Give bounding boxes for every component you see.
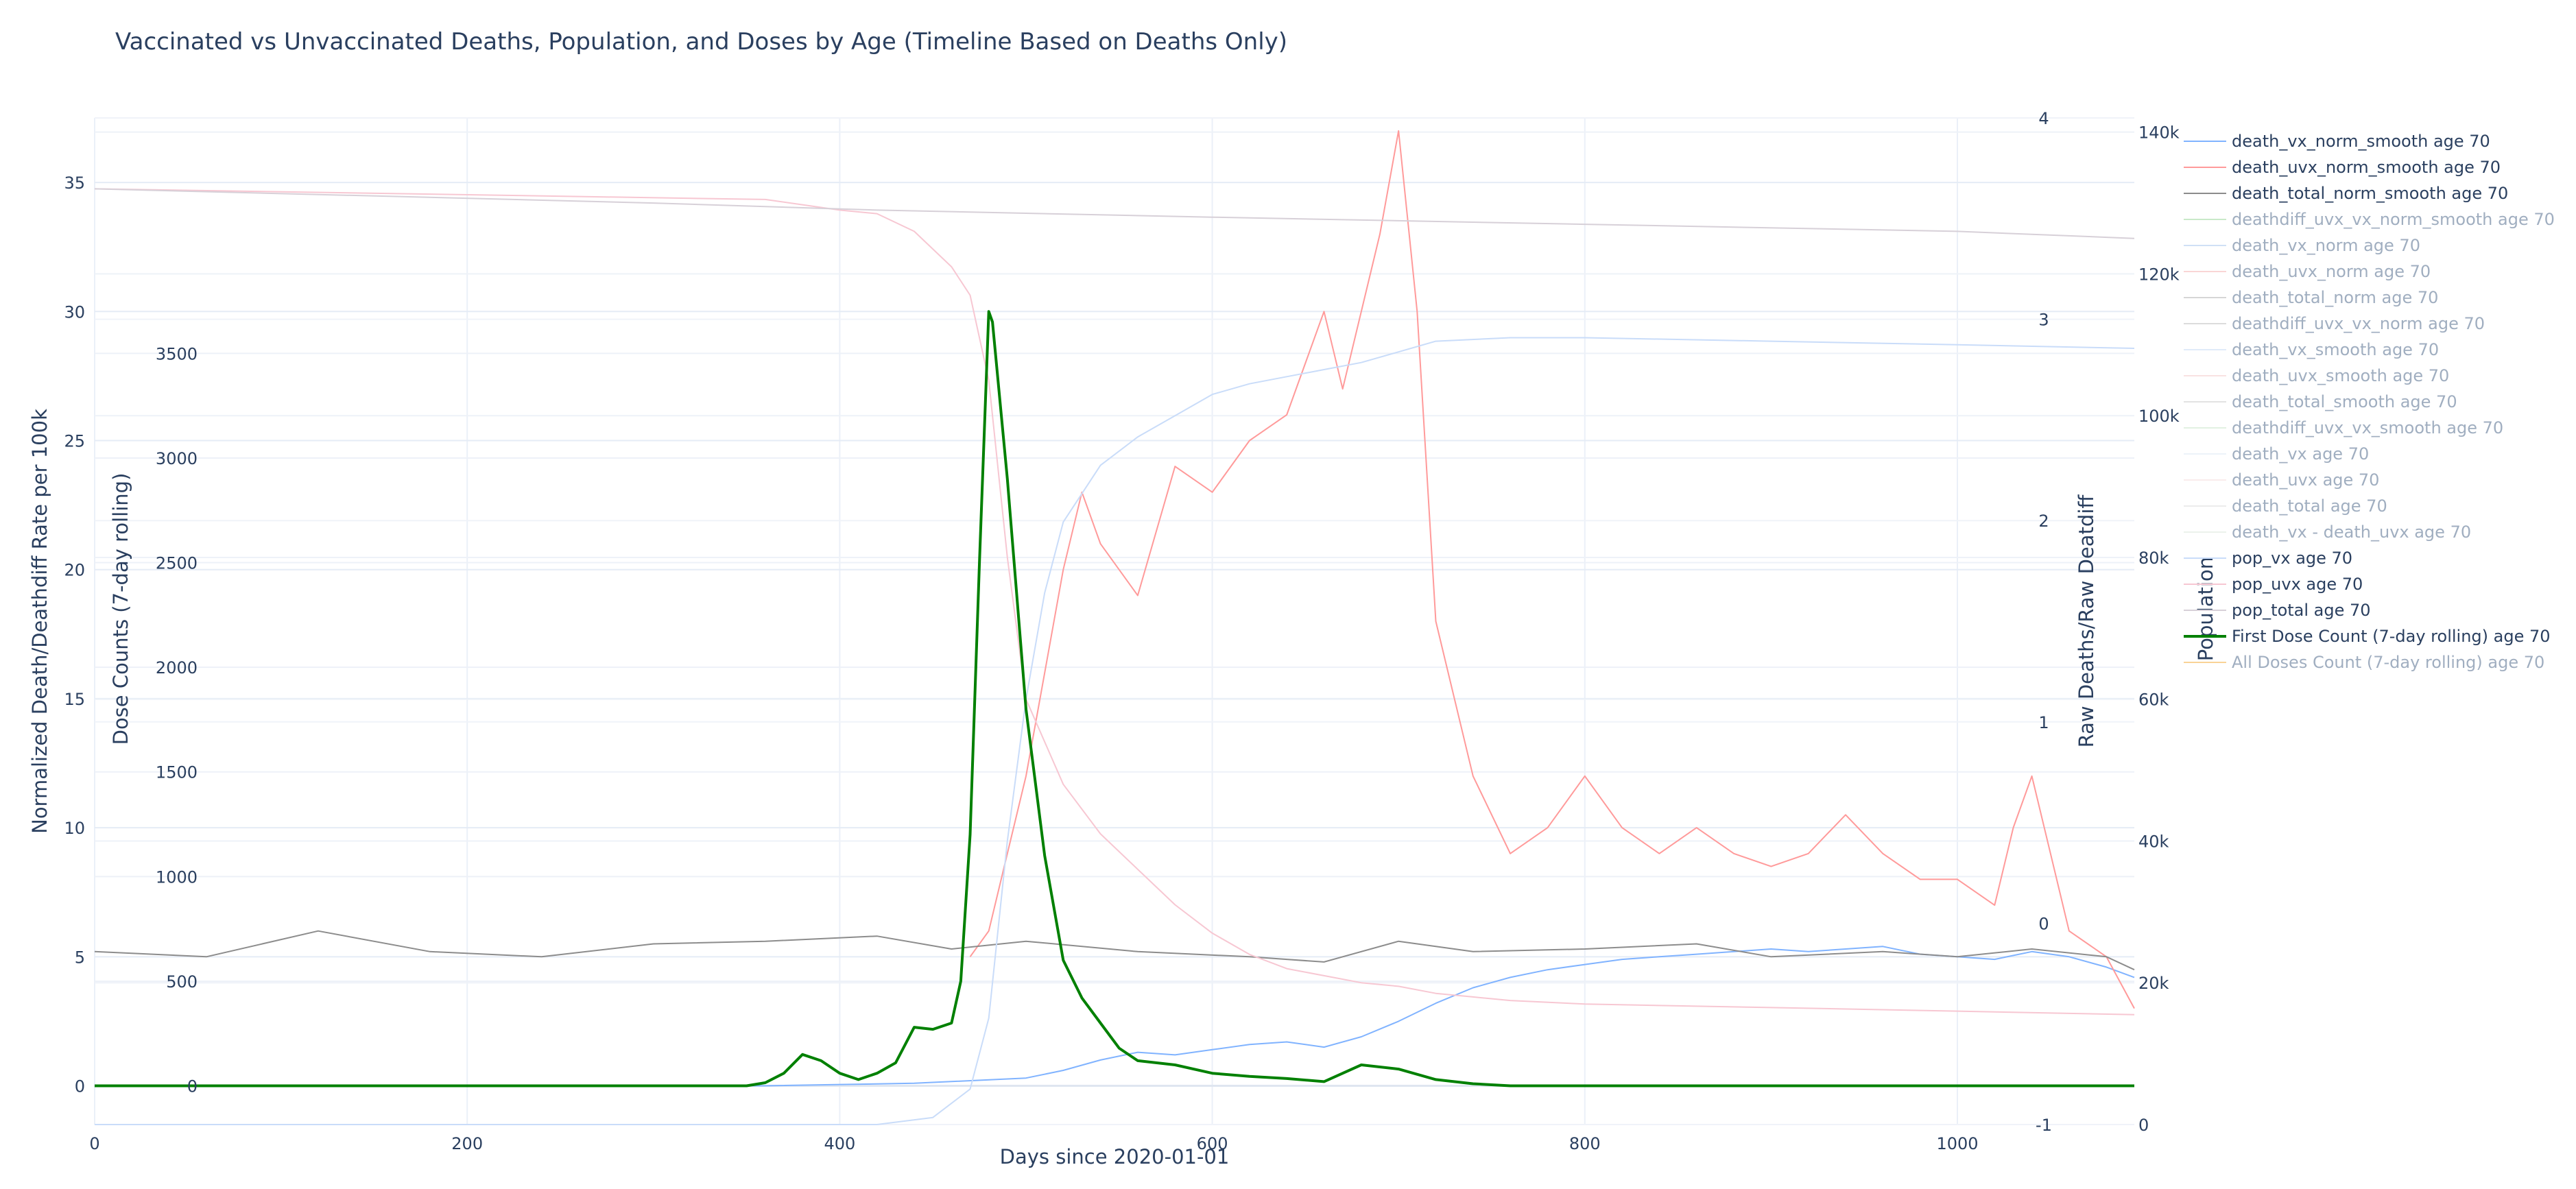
pop-tick-label: 140k [2138,123,2180,143]
y-axis-title: Normalized Death/Deathdiff Rate per 100k [28,409,51,834]
y-tick-label: 0 [75,1077,85,1096]
legend-label: death_uvx age 70 [2232,470,2379,490]
x-axis-title: Days since 2020-01-01 [1000,1145,1230,1168]
legend-label: death_vx age 70 [2232,444,2369,464]
legend-item[interactable]: death_vx_norm age 70 [2184,236,2420,255]
legend-item[interactable]: First Dose Count (7-day rolling) age 70 [2184,627,2551,646]
y-tick-label: 10 [64,819,85,838]
pop-axis-title: Population [2194,557,2217,661]
legend-item[interactable]: death_vx age 70 [2184,444,2369,464]
series-line [94,188,2135,239]
legend-item[interactable]: deathdiff_uvx_vx_norm age 70 [2184,314,2485,333]
legend-label: death_vx_norm age 70 [2232,236,2420,255]
raw-tick-label: -1 [2036,1116,2052,1135]
raw-tick-label: 4 [2038,109,2049,128]
legend-label: death_total_norm_smooth age 70 [2232,184,2508,203]
dose-axis-title: Dose Counts (7-day rolling) [109,473,132,745]
series-line [94,188,2135,1016]
x-tick-label: 1000 [1936,1134,1978,1153]
legend-label: death_total_norm age 70 [2232,288,2438,307]
legend-item[interactable]: deathdiff_uvx_vx_smooth age 70 [2184,418,2503,437]
pop-tick-label: 40k [2138,832,2169,851]
legend[interactable]: death_vx_norm_smooth age 70 death_uvx_nor… [2184,132,2555,672]
legend-label: death_total age 70 [2232,496,2387,516]
y-tick-label: 20 [64,561,85,580]
legend-label: All Doses Count (7-day rolling) age 70 [2232,653,2544,672]
raw-tick-label: 1 [2038,713,2049,732]
legend-item[interactable]: pop_total age 70 [2184,601,2371,620]
pop-tick-label: 60k [2138,690,2169,710]
pop-tick-label: 80k [2138,549,2169,568]
legend-item[interactable]: pop_vx age 70 [2184,549,2352,568]
legend-label: pop_total age 70 [2232,601,2371,620]
y-tick-label: 25 [64,432,85,451]
raw-axis-title: Raw Deaths/Raw Deatdiff [2075,494,2098,748]
series-line [969,130,2135,1009]
raw-tick-label: 0 [2038,914,2049,933]
dose-tick-label: 2500 [156,554,198,573]
legend-item[interactable]: death_total_norm_smooth age 70 [2184,184,2508,203]
raw-tick-label: 3 [2038,311,2049,330]
legend-item[interactable]: deathdiff_uvx_vx_norm_smooth age 70 [2184,210,2555,229]
legend-item[interactable]: pop_uvx age 70 [2184,575,2363,594]
pop-tick-label: 20k [2138,974,2169,993]
grid [94,117,2134,1125]
legend-item[interactable]: death_vx_smooth age 70 [2184,340,2439,359]
legend-item[interactable]: death_uvx_norm_smooth age 70 [2184,158,2501,177]
series-line [95,310,2134,1088]
x-tick-label: 0 [89,1134,99,1153]
legend-label: death_vx_smooth age 70 [2232,340,2439,359]
legend-item[interactable]: death_uvx age 70 [2184,470,2379,490]
x-tick-label: 600 [1197,1134,1228,1153]
legend-label: pop_uvx age 70 [2232,575,2363,594]
legend-item[interactable]: death_uvx_smooth age 70 [2184,366,2449,385]
x-tick-label: 200 [451,1134,483,1153]
dose-tick-label: 3000 [156,449,198,468]
legend-label: First Dose Count (7-day rolling) age 70 [2232,627,2551,646]
x-tick-label: 800 [1569,1134,1601,1153]
legend-item[interactable]: death_vx_norm_smooth age 70 [2184,132,2490,151]
legend-label: death_uvx_norm_smooth age 70 [2232,158,2501,177]
y-tick-label: 5 [75,948,85,967]
chart-title: Vaccinated vs Unvaccinated Deaths, Popul… [115,28,1287,56]
legend-item[interactable]: death_total_smooth age 70 [2184,392,2457,411]
legend-label: death_uvx_norm age 70 [2232,262,2431,281]
legend-label: deathdiff_uvx_vx_norm age 70 [2232,314,2485,333]
dose-tick-label: 1000 [156,867,198,887]
legend-item[interactable]: death_total age 70 [2184,496,2387,516]
series-line [94,930,2135,971]
legend-item[interactable]: death_vx - death_uvx age 70 [2184,523,2471,542]
legend-label: death_vx - death_uvx age 70 [2232,523,2471,542]
legend-label: deathdiff_uvx_vx_smooth age 70 [2232,418,2503,437]
legend-label: death_uvx_smooth age 70 [2232,366,2449,385]
pop-tick-label: 0 [2138,1116,2149,1135]
y-tick-label: 35 [64,173,85,193]
dose-tick-label: 2000 [156,658,198,677]
legend-item[interactable]: All Doses Count (7-day rolling) age 70 [2184,653,2544,672]
series-line [95,337,2135,1125]
y-tick-label: 30 [64,302,85,322]
legend-item[interactable]: death_uvx_norm age 70 [2184,262,2431,281]
traces [94,130,2135,1125]
y-tick-label: 15 [64,690,85,709]
legend-label: deathdiff_uvx_vx_norm_smooth age 70 [2232,210,2555,229]
dose-tick-label: 3500 [156,344,198,363]
legend-label: death_vx_norm_smooth age 70 [2232,132,2490,151]
x-tick-label: 400 [824,1134,855,1153]
pop-tick-label: 100k [2138,407,2180,426]
raw-tick-label: 2 [2038,512,2049,531]
axes: 0 200 400 600 800 100005101520253035050010001… [28,109,2217,1168]
pop-tick-label: 120k [2138,265,2180,284]
dose-tick-label: 500 [166,972,198,992]
dose-tick-label: 1500 [156,763,198,782]
series-line [95,946,2135,1087]
legend-label: pop_vx age 70 [2232,549,2352,568]
dose-tick-label: 0 [187,1077,198,1096]
legend-item[interactable]: death_total_norm age 70 [2184,288,2438,307]
legend-label: death_total_smooth age 70 [2232,392,2457,411]
